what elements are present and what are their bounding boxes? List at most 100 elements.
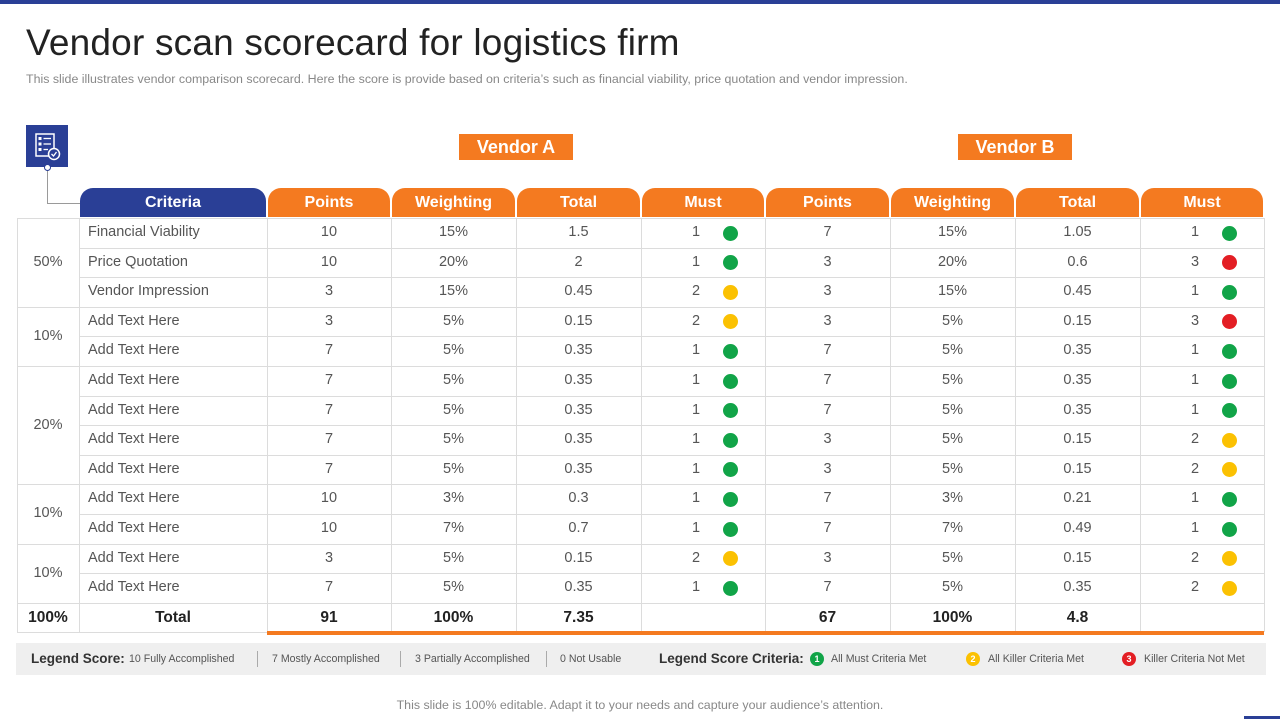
vendor-a-value: 10 [320,490,338,507]
criteria-name: Price Quotation [88,253,188,270]
table-grid-line [79,395,1264,397]
footer-note: This slide is 100% editable. Adapt it to… [396,698,884,712]
vendor-b-value: 7 [823,490,832,507]
vendor-b-value: 7 [823,401,832,418]
must-score: 1 [1190,224,1200,240]
vendor-b-value: 7 [823,579,832,596]
vendor-b-value: 3 [823,460,832,477]
vendor-b-value: 0.6 [1067,253,1088,270]
table-grid-line [391,218,392,633]
must-score: 1 [1190,401,1200,418]
vendor-b-value: 15% [937,283,968,300]
vendor-b-must: 2 [1140,573,1264,603]
vendor-a-value: 5% [443,401,464,418]
vendor-a-value: 0.3 [568,490,589,507]
must-score: 1 [691,224,701,240]
vendor-a-must: 1 [641,425,765,455]
vendor-a-value: 7% [443,520,464,536]
total-weight: 100% [28,608,68,626]
status-dot-green [1222,521,1237,537]
vendor-b-value: 0.15 [1063,549,1092,566]
column-header: Criteria [80,188,266,217]
vendor-a-value: 3 [324,283,334,300]
group-weight: 10% [33,505,63,522]
criteria-name: Add Text Here [88,520,180,536]
vendor-a-value: 5% [443,579,464,596]
status-dot-green [1222,491,1237,507]
must-score: 2 [691,283,701,300]
vendor-b-value: 20% [937,253,968,270]
must-score: 1 [691,253,701,270]
vendor-a-value: 5% [443,431,464,448]
vendor-a-must: 2 [641,277,765,307]
vendor-b-must: 2 [1140,544,1264,574]
vendor-a-must: 1 [641,484,765,514]
must-score: 1 [691,520,701,536]
vendor-b-value: 0.49 [1063,520,1092,536]
must-score: 2 [1190,579,1200,596]
must-score: 3 [1190,312,1200,329]
vendor-a-value: 10 [320,253,338,270]
vendor-b-value: 3 [823,283,832,300]
vendor-b-value: 3 [823,312,832,329]
vendor-b-total: 67 [818,608,837,626]
connector-line [47,203,81,204]
vendor-b-must: 1 [1140,484,1264,514]
vendor-a-value: 7 [324,401,334,418]
vendor-b-value: 5% [942,401,963,418]
vendor-a-value: 5% [443,312,464,329]
must-score: 2 [691,312,701,329]
page-subtitle: This slide illustrates vendor comparison… [26,72,908,86]
table-grid-line [1015,218,1016,633]
criteria-name: Add Text Here [88,460,180,477]
must-score: 2 [1190,460,1200,477]
table-grid-line [79,425,1264,427]
must-score: 2 [1190,431,1200,448]
must-score: 1 [691,490,701,507]
must-score: 1 [1190,372,1200,388]
legend-separator [257,651,258,667]
vendor-a-value: 3% [443,490,464,507]
legend-green-badge: 1 [810,652,824,666]
must-score: 1 [691,401,701,418]
status-dot-green [723,432,738,448]
vendor-a-must: 1 [641,514,765,544]
checklist-icon [26,125,68,167]
vendor-a-value: 20% [438,253,469,270]
vendor-b-value: 5% [942,372,963,388]
legend-yellow-badge: 2 [966,652,980,666]
vendor-b-value: 0.15 [1063,431,1092,448]
table-grid-line [17,366,1264,367]
must-score: 3 [1190,253,1200,270]
table-grid-line [267,218,268,633]
vendor-b-must: 1 [1140,366,1264,396]
table-grid-line [1140,218,1141,633]
vendor-b-total: 4.8 [1066,608,1089,626]
vendor-a-value: 0.35 [564,342,593,359]
vendor-b-value: 7% [942,520,963,536]
criteria-name: Add Text Here [88,549,180,566]
column-header: Total [517,188,640,217]
vendor-a-value: 7 [324,460,334,477]
vendor-b-value: 0.15 [1063,312,1092,329]
must-score: 1 [691,460,701,477]
vendor-a-value: 5% [443,549,464,566]
status-dot-green [723,373,738,389]
vendor-b-must: 2 [1140,455,1264,485]
status-dot-green [723,225,738,241]
vendor-b-value: 0.35 [1063,372,1092,388]
vendor-b-must: 1 [1140,514,1264,544]
vendor-a-value: 15% [438,224,469,240]
status-dot-green [723,521,738,537]
legend-score-item: 10 Fully Accomplished [129,653,235,665]
group-weight: 20% [33,417,63,433]
legend-separator [546,651,547,667]
column-header: Must [642,188,764,217]
column-header: Must [1141,188,1263,217]
must-score: 1 [691,431,701,448]
vendor-a-value: 7 [324,431,334,448]
criteria-name: Add Text Here [88,342,180,359]
vendor-a-must: 1 [641,396,765,426]
must-score: 2 [691,549,701,566]
vendor-a-value: 5% [443,342,464,359]
